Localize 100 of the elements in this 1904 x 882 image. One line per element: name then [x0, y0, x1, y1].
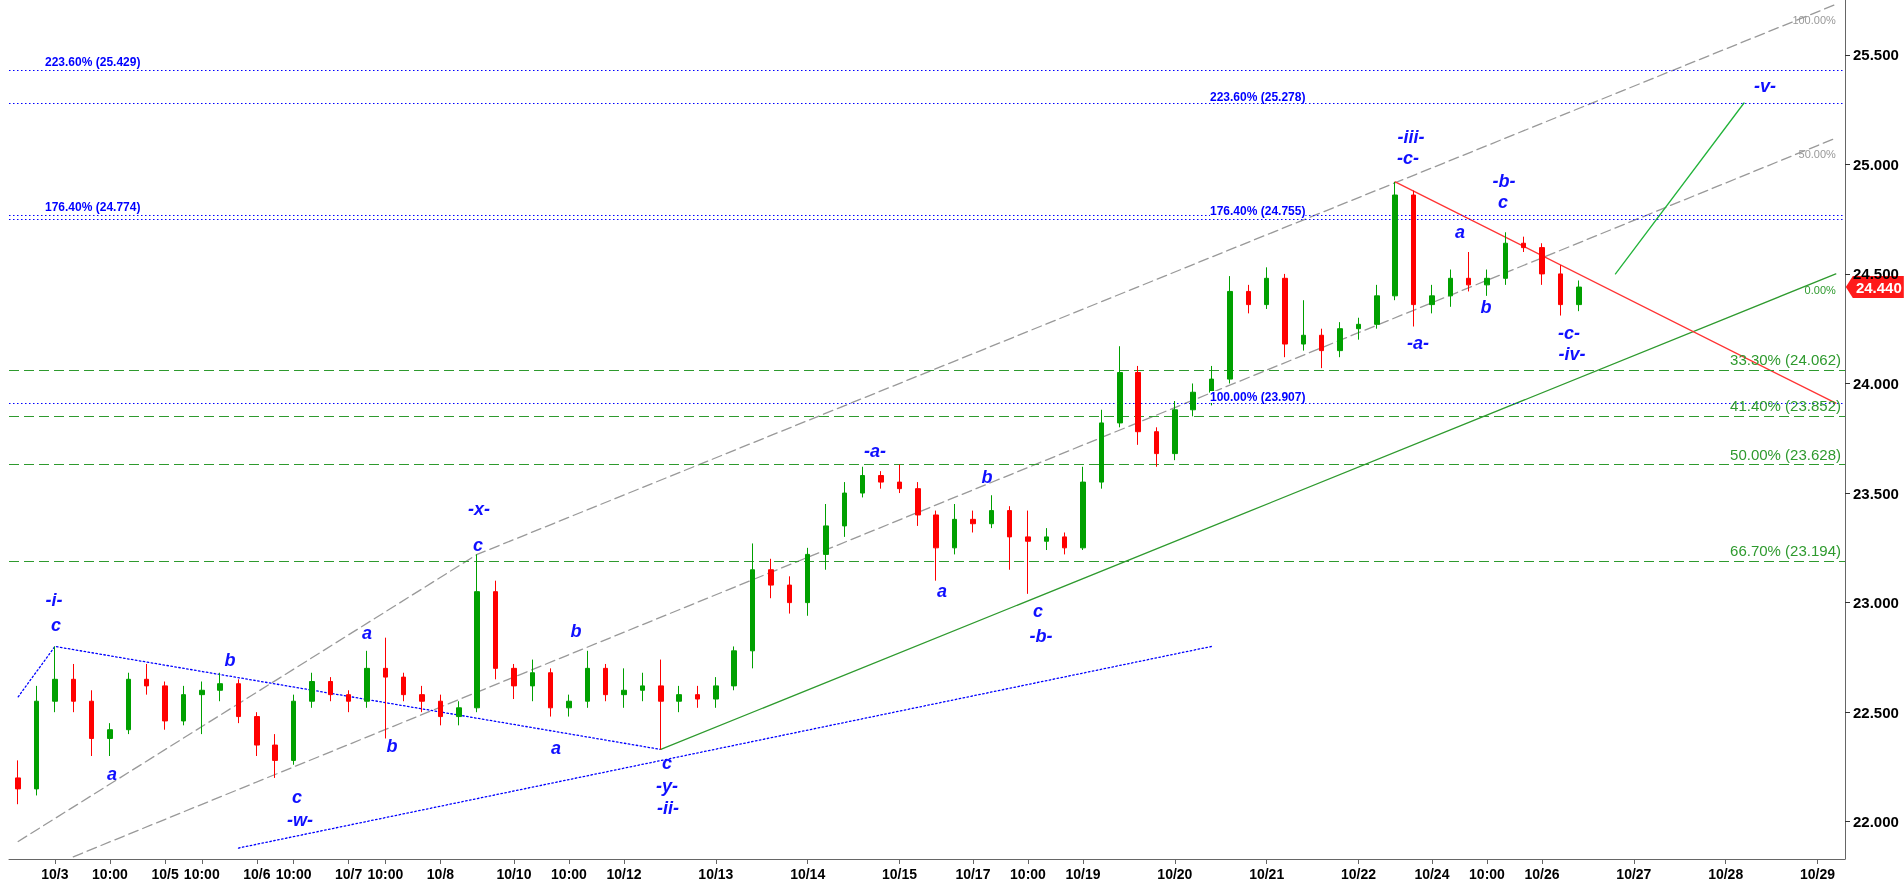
annotation: b	[570, 621, 582, 641]
annotation: -a-	[864, 441, 886, 461]
y-tick-label: 25.500	[1853, 46, 1899, 64]
x-tick-label: 10/3	[41, 866, 69, 882]
candlestick	[1337, 321, 1343, 358]
x-tick-label: 10/29	[1799, 866, 1836, 882]
candlestick	[364, 650, 370, 709]
candlestick	[1319, 328, 1324, 369]
candlestick	[107, 722, 113, 757]
annotation: 100.00% (23.907)	[1210, 390, 1306, 404]
candlestick	[1154, 426, 1159, 468]
candlestick	[1044, 527, 1049, 551]
candlestick	[989, 494, 994, 529]
candlestick	[1356, 317, 1361, 341]
candlestick	[1429, 284, 1435, 314]
y-tick-label: 25.000	[1853, 155, 1899, 173]
annotation: -x-	[468, 499, 490, 519]
annotation: -b-	[1029, 626, 1053, 646]
candlestick	[787, 575, 792, 615]
candlestick	[1448, 269, 1453, 308]
candlestick	[1411, 190, 1416, 328]
x-tick-label: 10/22	[1340, 866, 1377, 882]
ref-line-label: 41.40% (23.852)	[1730, 397, 1841, 415]
candlestick	[897, 464, 902, 494]
annotation: c	[1032, 601, 1044, 621]
candlestick	[676, 685, 682, 713]
candlestick	[1172, 400, 1178, 461]
x-tick-label: 10:00	[275, 866, 312, 882]
candlestick	[548, 667, 553, 718]
x-tick-label: 10/21	[1249, 866, 1285, 882]
series-label: 50.00%	[1798, 148, 1837, 161]
candlestick	[952, 503, 957, 555]
candlestick	[1521, 236, 1526, 253]
x-tick-label: 10/14	[790, 866, 826, 882]
candlestick	[1503, 231, 1508, 286]
candlestick	[1025, 510, 1031, 595]
annotation: -iv-	[1558, 344, 1586, 364]
annotation: c	[291, 787, 303, 807]
candlestick	[15, 759, 21, 805]
annotation: -ii-	[657, 798, 679, 818]
x-tick-label: 10/15	[881, 866, 918, 882]
candlestick	[1282, 273, 1288, 358]
annotation: 176.40% (24.755)	[1210, 204, 1306, 218]
annotation: b	[1480, 297, 1492, 317]
y-tick-label: 23.000	[1853, 594, 1899, 612]
x-tick-label: 10:00	[183, 866, 220, 882]
candlestick	[456, 700, 462, 726]
annotation: -c-	[1558, 323, 1580, 343]
candlestick	[1466, 251, 1471, 292]
candlestick	[530, 659, 535, 702]
x-tick-label: 10:00	[1469, 866, 1506, 882]
candlestick	[254, 711, 260, 757]
candlestick	[474, 553, 480, 713]
candlestick	[933, 510, 939, 582]
annotation: -iii-	[1397, 127, 1425, 147]
candlestick	[493, 580, 498, 680]
x-tick-label: 10/8	[426, 866, 455, 882]
candlestick	[199, 681, 205, 735]
annotation: 223.60% (25.278)	[1210, 90, 1306, 104]
candlestick	[1264, 266, 1269, 310]
x-tick-label: 10/20	[1157, 866, 1193, 882]
annotation: a	[550, 738, 562, 758]
candlestick	[1301, 299, 1306, 352]
annotation: b	[224, 650, 236, 670]
candlestick	[1392, 181, 1398, 301]
candlestick	[878, 470, 884, 490]
candlestick	[621, 667, 627, 709]
candlestick	[1558, 264, 1563, 317]
text: 24.440	[1855, 278, 1902, 296]
x-tick-label: 10/10	[496, 866, 532, 882]
annotation: c	[1497, 192, 1509, 212]
candlestick	[383, 637, 388, 739]
x-tick-label: 10/17	[955, 866, 991, 882]
annotation: -a-	[1407, 333, 1429, 353]
candlestick	[1484, 269, 1490, 297]
ref-line-label: 223.60% (25.429)	[45, 55, 141, 70]
annotation: a	[936, 581, 948, 601]
x-tick-label: 10/19	[1065, 866, 1101, 882]
candlestick	[1099, 409, 1104, 490]
annotation: -y-	[656, 776, 678, 796]
candlestick	[1135, 365, 1141, 446]
x-tick-label: 10/28	[1708, 866, 1744, 882]
annotation: -c-	[1397, 148, 1419, 168]
candlestick	[1576, 279, 1582, 312]
candlestick	[217, 672, 223, 702]
x-tick-label: 10/24	[1414, 866, 1450, 882]
x-tick-label: 10/27	[1616, 866, 1652, 882]
ref-line-label: 66.70% (23.194)	[1730, 541, 1841, 559]
annotation: a	[1454, 222, 1466, 242]
candlestick	[1080, 466, 1086, 551]
candlestick	[566, 694, 572, 718]
candlestick	[1374, 284, 1380, 330]
candlestick	[860, 466, 865, 498]
candlestick	[768, 558, 774, 599]
candlestick	[970, 510, 976, 533]
annotation: c	[472, 535, 484, 555]
candlestick	[126, 672, 131, 735]
candlestick	[585, 650, 590, 709]
series-label: 100.00%	[1792, 14, 1837, 27]
series-label: 0.00%	[1804, 283, 1837, 296]
